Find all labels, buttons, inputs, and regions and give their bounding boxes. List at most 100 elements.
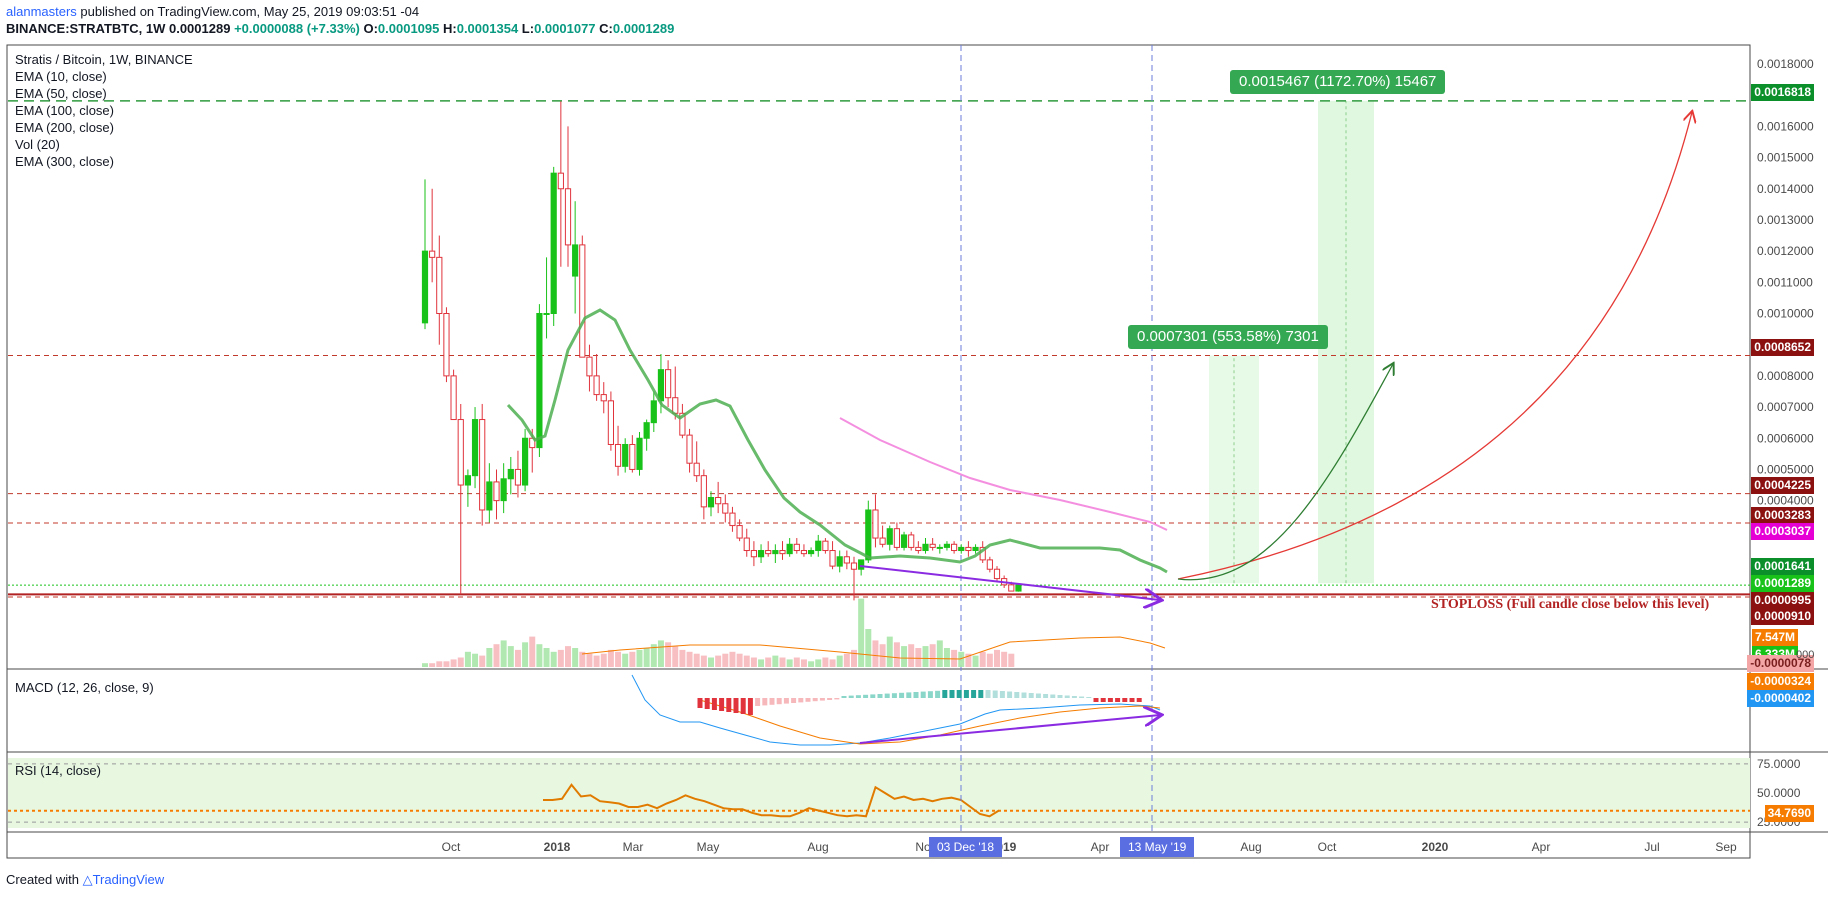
volume-bar bbox=[565, 646, 571, 667]
target-callout-mid: 0.0007301 (553.58%) 7301 bbox=[1128, 325, 1328, 349]
candle-body bbox=[815, 540, 822, 552]
volume-bar bbox=[529, 636, 536, 667]
price-tick-label: 0.0005000 bbox=[1757, 462, 1814, 476]
macd-histogram-bar bbox=[891, 693, 897, 698]
volume-bar bbox=[908, 644, 915, 667]
candle-body bbox=[636, 437, 643, 470]
divergence-arrow-macd bbox=[859, 715, 1160, 744]
volume-bar bbox=[858, 598, 865, 667]
footer-credit: Created with △TradingView bbox=[6, 872, 164, 888]
macd-histogram-bar bbox=[783, 698, 789, 704]
legend-item[interactable]: EMA (50, close) bbox=[15, 86, 107, 101]
volume-bar bbox=[636, 649, 643, 667]
volume-bar bbox=[579, 651, 586, 667]
legend-item[interactable]: EMA (200, close) bbox=[15, 120, 114, 135]
close-value: 0.0001289 bbox=[612, 21, 675, 36]
projection-zones bbox=[1209, 100, 1374, 584]
time-tick-label: No bbox=[915, 840, 931, 854]
chart-title: Stratis / Bitcoin, 1W, BINANCE bbox=[15, 52, 193, 67]
macd-histogram-bar bbox=[848, 695, 854, 698]
macd-histogram-bar bbox=[776, 698, 782, 705]
volume-bar bbox=[822, 657, 829, 667]
candle-body bbox=[900, 534, 908, 548]
candle-body bbox=[543, 313, 550, 315]
volume-bar bbox=[765, 657, 772, 667]
legend-item[interactable]: EMA (10, close) bbox=[15, 69, 107, 84]
horizontal-levels bbox=[8, 45, 1750, 832]
macd-histogram-bar bbox=[827, 698, 833, 700]
low-label: L: bbox=[521, 21, 535, 36]
volume-bar bbox=[686, 651, 693, 667]
volume-bar bbox=[622, 653, 629, 667]
tradingview-brand-link[interactable]: TradingView bbox=[92, 872, 165, 887]
macd-histogram-bar bbox=[999, 691, 1005, 698]
macd-histogram-bar bbox=[726, 698, 732, 712]
time-tick-label: Apr bbox=[1091, 840, 1110, 854]
author-link[interactable]: alanmasters bbox=[6, 4, 77, 19]
legend-item[interactable]: EMA (100, close) bbox=[15, 103, 114, 118]
candle-body bbox=[1015, 584, 1022, 592]
stoploss-label: STOPLOSS (Full candle close below this l… bbox=[1431, 597, 1710, 612]
price-tick-label: 0.0007000 bbox=[1757, 400, 1814, 414]
volume-bar bbox=[429, 663, 436, 667]
legend-item[interactable]: Vol (20) bbox=[15, 137, 60, 152]
volume-bar bbox=[851, 649, 857, 667]
volume-bar bbox=[486, 648, 493, 667]
candle-body bbox=[843, 556, 850, 564]
time-tick-label: May bbox=[697, 840, 720, 854]
candle-body bbox=[593, 375, 600, 396]
macd-histogram-bar bbox=[1136, 698, 1142, 702]
candle-body bbox=[464, 475, 471, 486]
volume-bar bbox=[843, 653, 850, 667]
price-value: 0.0001289 bbox=[168, 21, 231, 36]
candle-body bbox=[908, 534, 915, 548]
volume-bar bbox=[922, 646, 929, 667]
macd-histogram-bar bbox=[819, 698, 825, 701]
high-label: H: bbox=[443, 21, 457, 36]
macd-histogram-bar bbox=[697, 698, 703, 708]
ema-100-line bbox=[839, 417, 1168, 531]
volume-bar bbox=[422, 663, 428, 667]
candle-body bbox=[500, 478, 507, 502]
volume-bar bbox=[829, 659, 836, 667]
macd-histogram-bar bbox=[963, 690, 969, 698]
price-tag: 0.0000910 bbox=[1751, 608, 1814, 625]
legend-item[interactable]: EMA (300, close) bbox=[15, 154, 114, 169]
macd-histogram-bar bbox=[956, 690, 962, 698]
candle-body bbox=[736, 525, 743, 539]
target-callout-top: 0.0015467 (1172.70%) 15467 bbox=[1230, 70, 1446, 94]
macd-histogram-bar bbox=[1043, 694, 1049, 698]
candle-body bbox=[600, 394, 607, 402]
macd-tag: -0.0000402 bbox=[1747, 690, 1814, 707]
volume-bar bbox=[965, 653, 972, 667]
volume-bar bbox=[758, 659, 765, 667]
candle-body bbox=[579, 244, 586, 358]
volume-bar bbox=[522, 642, 529, 667]
volume-bar bbox=[800, 659, 807, 667]
volume-ma-line bbox=[581, 636, 1166, 660]
volume-bar bbox=[615, 651, 622, 667]
macd-title: MACD (12, 26, close, 9) bbox=[15, 680, 154, 695]
volume-bar bbox=[994, 649, 1000, 667]
candle-body bbox=[743, 537, 750, 552]
candle-body bbox=[450, 375, 457, 421]
volume-bar bbox=[815, 659, 822, 667]
time-tick-label: Oct bbox=[1318, 840, 1337, 854]
volume-bar bbox=[493, 644, 500, 667]
macd-histogram-bar bbox=[769, 698, 775, 705]
volume-bar bbox=[572, 648, 579, 667]
macd-histogram-bar bbox=[863, 694, 869, 698]
candle-body bbox=[522, 437, 529, 486]
macd-histogram-bar bbox=[1050, 694, 1056, 698]
time-tick-label: Aug bbox=[1240, 840, 1261, 854]
volume-bar bbox=[472, 653, 479, 667]
bullish-projection-arrow-green bbox=[1177, 364, 1393, 581]
close-label: C: bbox=[599, 21, 613, 36]
candle-body bbox=[586, 356, 593, 377]
tradingview-logo-icon[interactable]: △ bbox=[82, 872, 93, 887]
volume-axis-stub: 000 bbox=[1796, 649, 1815, 661]
volume-bar bbox=[915, 648, 922, 667]
volume-bar bbox=[786, 659, 793, 667]
